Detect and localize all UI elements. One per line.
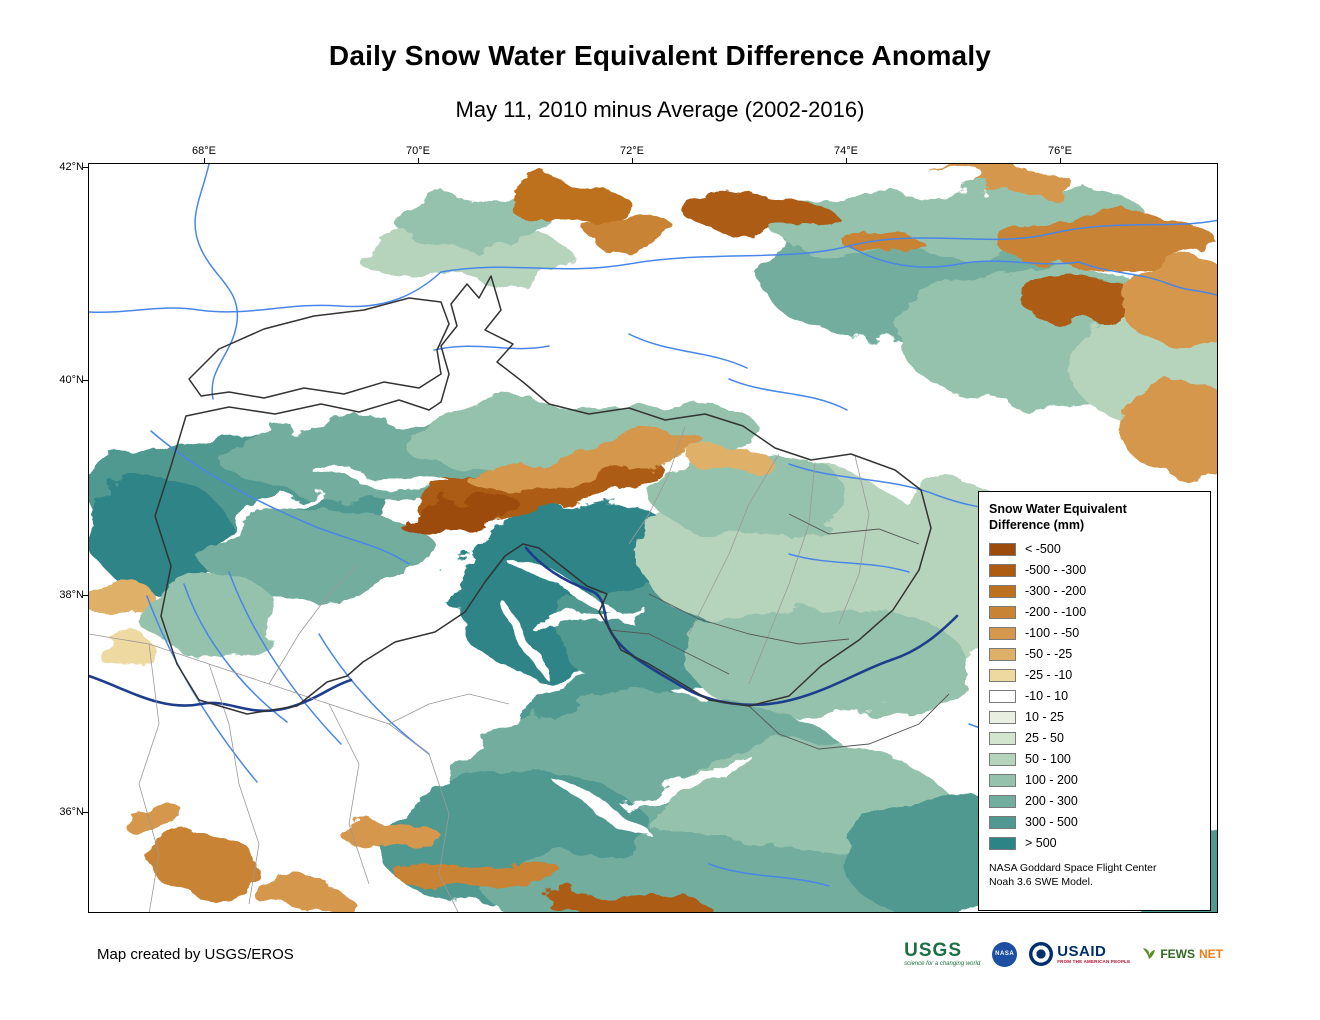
major-rivers <box>89 546 959 713</box>
legend-title-line2: Difference (mm) <box>989 518 1085 533</box>
admin-boundaries <box>89 425 870 912</box>
legend-item: -300 - -200 <box>989 581 1200 602</box>
legend-item: -500 - -300 <box>989 560 1200 581</box>
legend-swatch <box>989 668 1016 682</box>
legend-item-label: > 500 <box>1025 836 1057 850</box>
legend-item: < -500 <box>989 539 1200 560</box>
legend-item: 300 - 500 <box>989 812 1200 833</box>
legend-swatch <box>989 815 1016 829</box>
legend-item-label: -200 - -100 <box>1025 605 1087 619</box>
usgs-logo-tagline: science for a changing world <box>904 961 981 967</box>
legend-item-label: -50 - -25 <box>1025 647 1073 661</box>
legend-item: 25 - 50 <box>989 728 1200 749</box>
legend-swatch <box>989 836 1016 850</box>
legend-item: -50 - -25 <box>989 644 1200 665</box>
legend-item: 50 - 100 <box>989 749 1200 770</box>
latitude-label: 38°N <box>59 589 84 601</box>
legend-item: 100 - 200 <box>989 770 1200 791</box>
legend-swatch <box>989 710 1016 724</box>
legend-swatch <box>989 542 1016 556</box>
fewsnet-logo-text-net: NET <box>1199 947 1223 961</box>
usaid-logo-emblem <box>1029 942 1054 966</box>
fewsnet-logo: FEWS NET <box>1142 946 1223 962</box>
legend-item-label: -10 - 10 <box>1025 689 1069 703</box>
legend-item: -100 - -50 <box>989 623 1200 644</box>
legend-items: < -500 -500 - -300 -300 - -200 -200 - -100 -… <box>989 539 1200 854</box>
usgs-logo-text: USGS <box>904 940 962 961</box>
legend-item-label: 25 - 50 <box>1025 731 1064 745</box>
longitude-tick <box>204 158 205 163</box>
longitude-label: 76°E <box>1048 145 1072 157</box>
fewsnet-leaf-icon <box>1142 946 1156 962</box>
latitude-tick <box>83 167 88 168</box>
longitude-label: 70°E <box>406 145 430 157</box>
legend-swatch <box>989 584 1016 598</box>
longitude-label: 68°E <box>192 145 216 157</box>
watershed-boundaries <box>608 513 950 750</box>
country-borders <box>154 275 932 715</box>
map-subtitle: May 11, 2010 minus Average (2002-2016) <box>455 97 865 122</box>
legend-item-label: -300 - -200 <box>1025 584 1087 598</box>
legend-title-line1: Snow Water Equivalent <box>989 502 1127 516</box>
latitude-tick <box>83 595 88 596</box>
legend-item-label: 50 - 100 <box>1025 752 1071 766</box>
legend-swatch <box>989 689 1016 703</box>
legend-swatch <box>989 794 1016 808</box>
legend-swatch <box>989 626 1016 640</box>
latitude-label: 36°N <box>59 806 84 818</box>
usaid-logo-text: USAID <box>1057 942 1107 960</box>
legend-item-label: -100 - -50 <box>1025 626 1080 640</box>
legend-swatch <box>989 563 1016 577</box>
longitude-label: 72°E <box>620 145 644 157</box>
legend-item: > 500 <box>989 833 1200 854</box>
legend-note-line2: Noah 3.6 SWE Model. <box>989 875 1093 888</box>
map-container: 68°E 70°E 72°E 74°E 76°E 42°N 40°N 38°N … <box>59 145 1218 913</box>
legend-item-label: 300 - 500 <box>1025 815 1078 829</box>
legend: Snow Water Equivalent Difference (mm) < … <box>978 491 1211 911</box>
longitude-tick <box>1060 158 1061 163</box>
legend-swatch <box>989 752 1016 766</box>
legend-item-label: -25 - -10 <box>1025 668 1073 682</box>
latitude-tick <box>83 380 88 381</box>
map-frame: Snow Water Equivalent Difference (mm) < … <box>88 163 1218 913</box>
legend-item: -200 - -100 <box>989 602 1200 623</box>
nasa-logo-emblem: NASA <box>992 941 1018 967</box>
fewsnet-logo-text-fews: FEWS <box>1160 947 1195 961</box>
map-title: Daily Snow Water Equivalent Difference A… <box>328 40 992 71</box>
latitude-label: 40°N <box>59 374 84 386</box>
legend-item: -25 - -10 <box>989 665 1200 686</box>
latitude-tick <box>83 812 88 813</box>
longitude-label: 74°E <box>834 145 858 157</box>
legend-item: 10 - 25 <box>989 707 1200 728</box>
usaid-logo: USAID FROM THE AMERICAN PEOPLE <box>1029 942 1130 966</box>
longitude-tick <box>846 158 847 163</box>
legend-item-label: 10 - 25 <box>1025 710 1064 724</box>
legend-item: -10 - 10 <box>989 686 1200 707</box>
legend-item-label: -500 - -300 <box>1025 563 1087 577</box>
legend-item: 200 - 300 <box>989 791 1200 812</box>
legend-item-label: 200 - 300 <box>1025 794 1078 808</box>
map-credit: Map created by USGS/EROS <box>97 946 294 963</box>
legend-item-label: 100 - 200 <box>1025 773 1078 787</box>
legend-item-label: < -500 <box>1025 542 1061 556</box>
legend-swatch <box>989 605 1016 619</box>
footer-logos: USGS science for a changing world NASA U… <box>904 938 1223 970</box>
usaid-logo-tagline: FROM THE AMERICAN PEOPLE <box>1057 958 1131 964</box>
legend-note-line1: NASA Goddard Space Flight Center <box>989 861 1157 874</box>
nasa-logo-text: NASA <box>995 951 1015 957</box>
nasa-logo: NASA <box>992 941 1018 967</box>
longitude-tick <box>418 158 419 163</box>
legend-swatch <box>989 647 1016 661</box>
legend-swatch <box>989 731 1016 745</box>
usgs-logo: USGS science for a changing world <box>904 941 980 967</box>
legend-swatch <box>989 773 1016 787</box>
longitude-tick <box>632 158 633 163</box>
latitude-label: 42°N <box>59 161 84 173</box>
